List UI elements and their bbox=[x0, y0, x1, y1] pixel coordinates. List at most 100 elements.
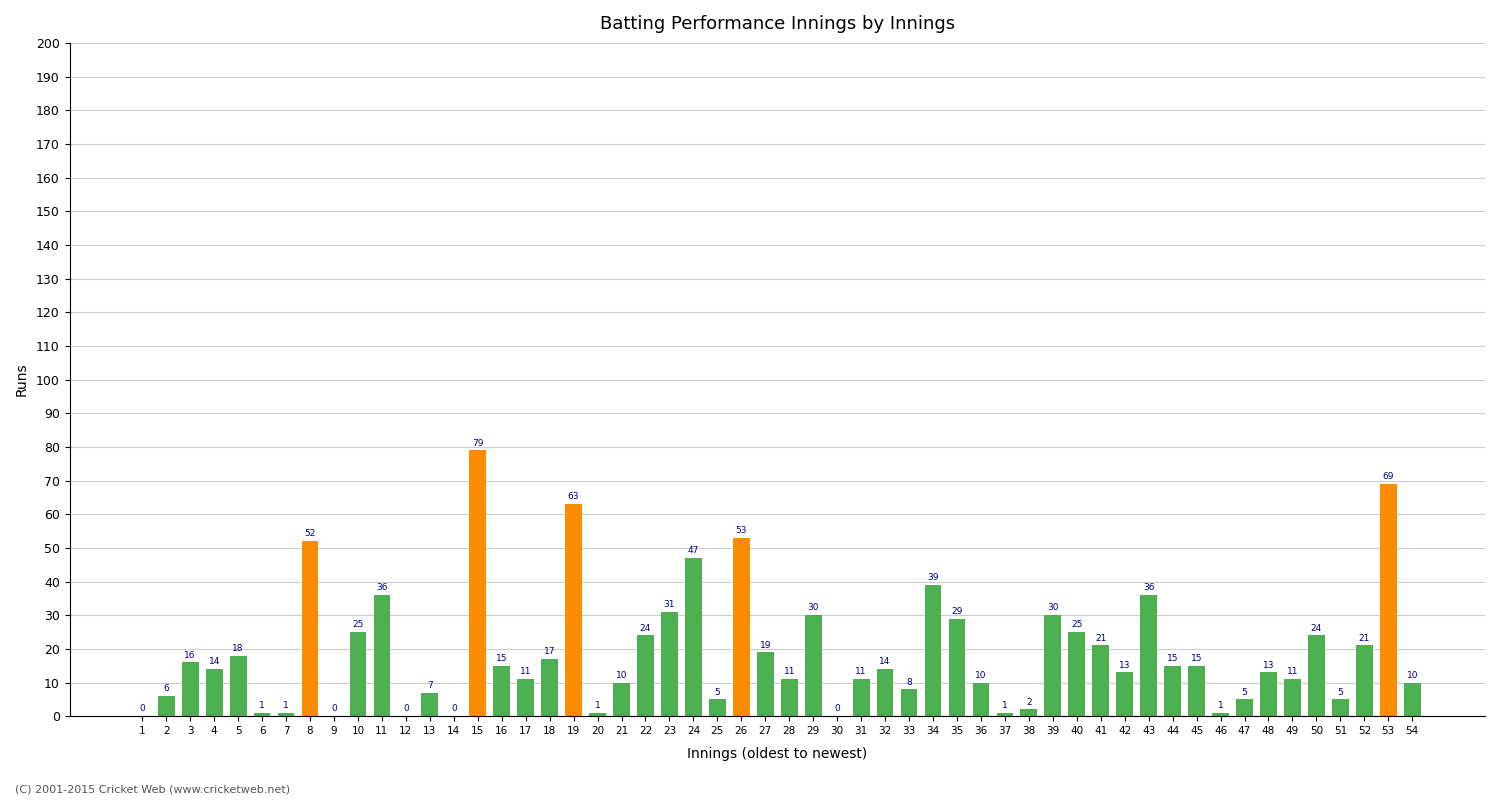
Text: 0: 0 bbox=[404, 705, 408, 714]
Bar bbox=[278, 713, 294, 716]
Text: 11: 11 bbox=[855, 667, 867, 677]
Bar bbox=[494, 666, 510, 716]
Text: 17: 17 bbox=[544, 647, 555, 656]
Text: 25: 25 bbox=[1071, 620, 1083, 630]
Bar bbox=[900, 690, 918, 716]
Text: 19: 19 bbox=[759, 641, 771, 650]
X-axis label: Innings (oldest to newest): Innings (oldest to newest) bbox=[687, 747, 867, 761]
Text: 6: 6 bbox=[164, 684, 170, 694]
Bar bbox=[1044, 615, 1060, 716]
Text: 14: 14 bbox=[209, 658, 220, 666]
Bar bbox=[350, 632, 366, 716]
Text: 16: 16 bbox=[184, 650, 196, 660]
Text: 15: 15 bbox=[496, 654, 507, 663]
Title: Batting Performance Innings by Innings: Batting Performance Innings by Innings bbox=[600, 15, 956, 33]
Bar bbox=[1020, 710, 1038, 716]
Text: 18: 18 bbox=[232, 644, 244, 653]
Text: 25: 25 bbox=[352, 620, 363, 630]
Text: 47: 47 bbox=[687, 546, 699, 555]
Bar bbox=[590, 713, 606, 716]
Text: 0: 0 bbox=[834, 705, 840, 714]
Text: 24: 24 bbox=[640, 624, 651, 633]
Text: 1: 1 bbox=[284, 701, 290, 710]
Text: 36: 36 bbox=[376, 583, 387, 592]
Text: 53: 53 bbox=[735, 526, 747, 535]
Bar bbox=[758, 652, 774, 716]
Bar bbox=[996, 713, 1014, 716]
Text: 15: 15 bbox=[1167, 654, 1179, 663]
Bar bbox=[972, 682, 990, 716]
Text: 13: 13 bbox=[1119, 661, 1131, 670]
Text: 5: 5 bbox=[1242, 688, 1248, 697]
Bar bbox=[734, 538, 750, 716]
Bar bbox=[876, 669, 894, 716]
Bar bbox=[1188, 666, 1204, 716]
Bar bbox=[686, 558, 702, 716]
Text: 39: 39 bbox=[927, 573, 939, 582]
Bar bbox=[374, 595, 390, 716]
Text: 2: 2 bbox=[1026, 698, 1032, 706]
Text: 24: 24 bbox=[1311, 624, 1322, 633]
Text: (C) 2001-2015 Cricket Web (www.cricketweb.net): (C) 2001-2015 Cricket Web (www.cricketwe… bbox=[15, 784, 290, 794]
Text: 8: 8 bbox=[906, 678, 912, 686]
Text: 31: 31 bbox=[663, 600, 675, 609]
Bar bbox=[662, 612, 678, 716]
Text: 0: 0 bbox=[332, 705, 338, 714]
Bar bbox=[782, 679, 798, 716]
Text: 10: 10 bbox=[616, 671, 627, 680]
Bar bbox=[302, 541, 318, 716]
Text: 30: 30 bbox=[807, 603, 819, 613]
Bar bbox=[1380, 484, 1396, 716]
Bar bbox=[566, 504, 582, 716]
Text: 5: 5 bbox=[714, 688, 720, 697]
Text: 7: 7 bbox=[427, 681, 432, 690]
Bar bbox=[206, 669, 222, 716]
Bar bbox=[806, 615, 822, 716]
Text: 11: 11 bbox=[1287, 667, 1298, 677]
Bar bbox=[638, 635, 654, 716]
Bar bbox=[518, 679, 534, 716]
Bar bbox=[853, 679, 870, 716]
Bar bbox=[542, 659, 558, 716]
Bar bbox=[1140, 595, 1156, 716]
Text: 21: 21 bbox=[1095, 634, 1107, 642]
Bar bbox=[924, 585, 942, 716]
Text: 1: 1 bbox=[260, 701, 266, 710]
Text: 79: 79 bbox=[472, 438, 483, 447]
Text: 69: 69 bbox=[1383, 472, 1394, 481]
Text: 52: 52 bbox=[304, 530, 315, 538]
Text: 14: 14 bbox=[879, 658, 891, 666]
Bar bbox=[1116, 673, 1132, 716]
Bar bbox=[1092, 646, 1108, 716]
Bar bbox=[422, 693, 438, 716]
Bar bbox=[230, 655, 246, 716]
Text: 36: 36 bbox=[1143, 583, 1155, 592]
Bar bbox=[1308, 635, 1324, 716]
Bar bbox=[1068, 632, 1084, 716]
Bar bbox=[1284, 679, 1300, 716]
Bar bbox=[158, 696, 174, 716]
Y-axis label: Runs: Runs bbox=[15, 362, 28, 396]
Text: 0: 0 bbox=[452, 705, 456, 714]
Bar bbox=[948, 618, 966, 716]
Bar bbox=[1164, 666, 1180, 716]
Text: 10: 10 bbox=[1407, 671, 1418, 680]
Bar bbox=[710, 699, 726, 716]
Text: 63: 63 bbox=[568, 492, 579, 502]
Text: 0: 0 bbox=[140, 705, 146, 714]
Bar bbox=[1212, 713, 1228, 716]
Text: 30: 30 bbox=[1047, 603, 1059, 613]
Text: 1: 1 bbox=[594, 701, 600, 710]
Bar bbox=[182, 662, 198, 716]
Bar bbox=[1356, 646, 1372, 716]
Text: 29: 29 bbox=[951, 607, 963, 616]
Text: 1: 1 bbox=[1218, 701, 1224, 710]
Text: 11: 11 bbox=[783, 667, 795, 677]
Bar bbox=[1236, 699, 1252, 716]
Bar bbox=[1332, 699, 1348, 716]
Text: 13: 13 bbox=[1263, 661, 1274, 670]
Bar bbox=[1404, 682, 1420, 716]
Text: 5: 5 bbox=[1338, 688, 1344, 697]
Bar bbox=[254, 713, 270, 716]
Text: 10: 10 bbox=[975, 671, 987, 680]
